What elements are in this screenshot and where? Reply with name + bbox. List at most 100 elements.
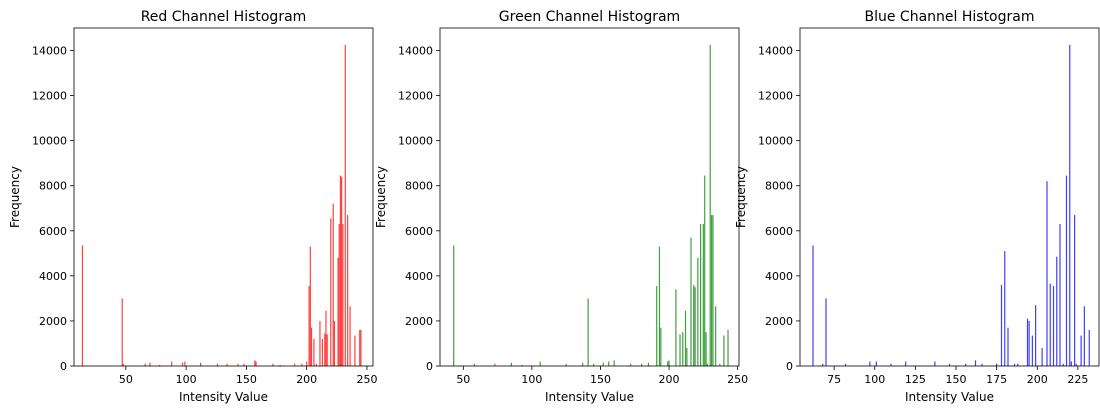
red-bar	[341, 176, 343, 366]
green-y-tick-label: 6000	[405, 225, 433, 238]
blue-bar	[905, 361, 907, 366]
red-bar	[310, 327, 313, 366]
blue-x-tick-label: 175	[986, 373, 1007, 386]
green-histogram-panel: 0 2000 4000 6000 8000 10000 12000 14000 50 100 150…	[366, 0, 748, 412]
blue-bar	[1052, 286, 1055, 366]
red-bar	[144, 363, 146, 366]
red-bar	[199, 362, 202, 366]
green-bar	[693, 284, 695, 366]
blue-x-tick-label: 75	[827, 373, 841, 386]
red-plot-frame	[73, 27, 374, 367]
red-bar	[122, 363, 125, 366]
blue-histogram-chart: 0 2000 4000 6000 8000 10000 12000 14000 75 100 125…	[734, 9, 1100, 404]
red-histogram-chart: 0 2000 4000 6000 8000 10000 12000 14000 50 100 150…	[8, 9, 377, 404]
blue-bar	[1007, 327, 1009, 366]
red-bar	[326, 334, 328, 366]
green-bar	[656, 286, 658, 366]
green-bar	[694, 287, 696, 366]
blue-y-tick-label: 0	[786, 360, 793, 373]
red-y-tick-label: 10000	[32, 135, 67, 148]
blue-y-tick-label: 10000	[758, 135, 793, 148]
blue-bar	[965, 363, 967, 366]
green-y-tick-label: 8000	[405, 180, 433, 193]
blue-bar	[1004, 251, 1006, 366]
green-bar	[641, 363, 643, 366]
blue-bar	[1013, 363, 1016, 366]
blue-bar	[1083, 306, 1085, 366]
red-bar	[332, 203, 334, 366]
red-bar	[306, 361, 308, 366]
blue-bar	[996, 363, 998, 366]
red-bar	[308, 286, 310, 366]
green-bar	[684, 310, 687, 366]
blue-bar	[1031, 335, 1033, 366]
red-y-tick-label: 12000	[32, 90, 67, 103]
red-bar	[325, 310, 327, 366]
green-bar	[608, 361, 610, 366]
blue-bar	[1065, 175, 1068, 366]
green-x-tick-label: 150	[590, 373, 611, 386]
blue-bar	[1017, 363, 1019, 366]
blue-bar	[1026, 318, 1029, 366]
red-x-tick-label: 250	[356, 373, 377, 386]
red-bar	[337, 257, 339, 366]
red-x-tick-label: 100	[176, 373, 197, 386]
green-bar	[679, 334, 681, 366]
red-bar	[243, 363, 245, 366]
red-bar	[313, 338, 315, 366]
blue-plot-frame	[799, 27, 1100, 367]
red-bar	[279, 364, 281, 366]
blue-x-tick-label: 100	[864, 373, 885, 386]
green-bar	[602, 362, 604, 366]
blue-bar	[844, 363, 847, 366]
green-x-tick-label: 250	[727, 373, 748, 386]
green-bar	[705, 332, 707, 366]
blue-bar	[1049, 283, 1051, 366]
blue-bar	[1070, 361, 1072, 366]
blue-x-axis-label: Intensity Value	[905, 390, 994, 404]
green-bar	[494, 363, 496, 366]
blue-bar	[1059, 224, 1061, 366]
red-bar	[121, 298, 123, 366]
green-y-tick-label: 10000	[398, 135, 433, 148]
red-bar	[81, 245, 84, 366]
red-bar	[354, 335, 356, 366]
green-bar	[706, 363, 709, 366]
blue-x-tick-label: 225	[1067, 373, 1088, 386]
blue-bar	[822, 363, 824, 366]
blue-y-tick-label: 12000	[758, 90, 793, 103]
green-bar	[723, 335, 725, 366]
red-y-tick-label: 8000	[39, 180, 67, 193]
red-x-tick-label: 50	[119, 373, 133, 386]
red-bar	[359, 329, 361, 366]
red-y-tick-label: 2000	[39, 315, 67, 328]
green-bar	[630, 363, 632, 366]
green-bar	[719, 363, 721, 366]
green-bar	[660, 327, 662, 366]
green-y-tick-label: 12000	[398, 90, 433, 103]
blue-bar	[1088, 329, 1090, 366]
red-bar	[324, 333, 326, 366]
blue-bar	[934, 361, 936, 366]
green-bar	[613, 360, 615, 366]
green-y-tick-label: 2000	[405, 315, 433, 328]
green-bar	[710, 215, 713, 366]
green-bar	[668, 360, 670, 366]
red-bar	[349, 306, 351, 366]
green-bar	[473, 363, 475, 366]
red-bar	[149, 362, 151, 366]
red-bar	[237, 363, 239, 366]
green-chart-title: Green Channel Histogram	[499, 9, 680, 25]
red-bar	[319, 320, 321, 366]
green-bar	[667, 361, 669, 366]
green-x-tick-label: 100	[521, 373, 542, 386]
blue-y-tick-label: 6000	[765, 225, 793, 238]
red-bar	[347, 215, 349, 366]
green-bar	[453, 245, 455, 366]
green-bar	[682, 332, 684, 366]
blue-bar	[1041, 347, 1043, 366]
green-x-axis-label: Intensity Value	[545, 390, 634, 404]
green-x-tick-label: 200	[659, 373, 680, 386]
red-y-tick-label: 14000	[32, 45, 67, 58]
red-bar	[159, 364, 161, 366]
